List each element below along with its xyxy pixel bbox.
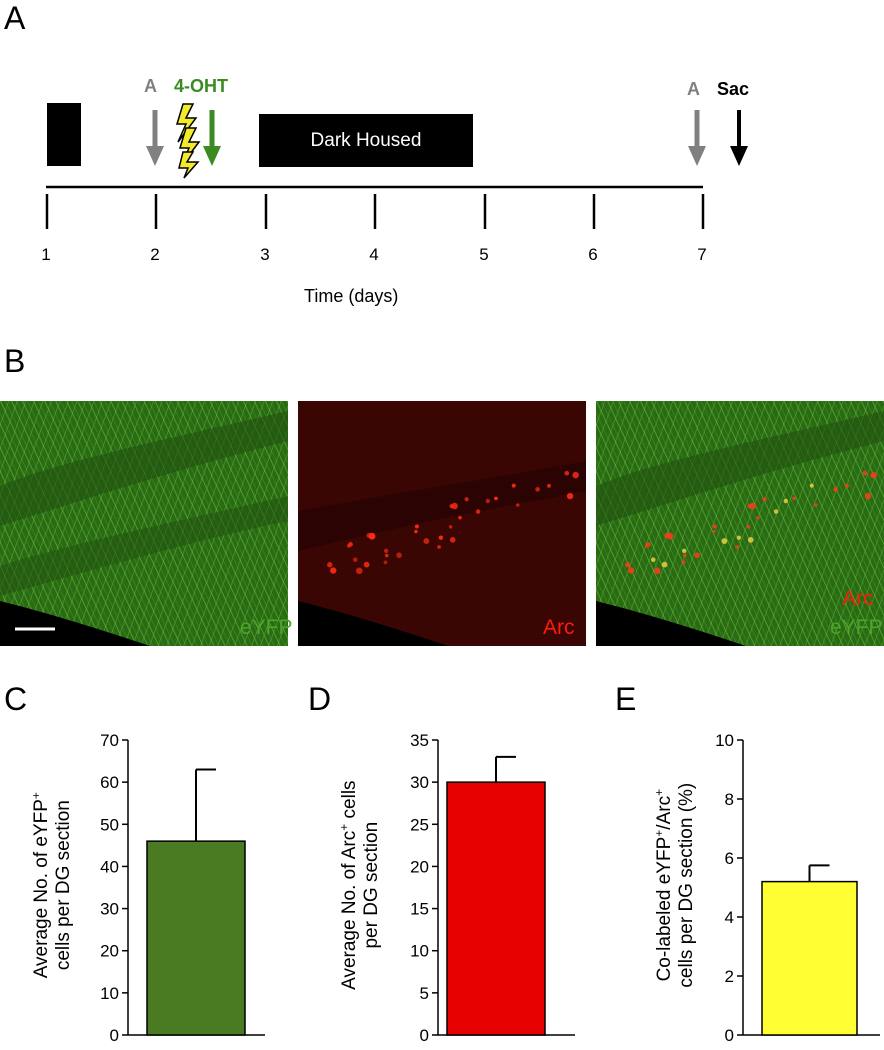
day-tick-label: 1 bbox=[41, 245, 51, 264]
y-tick-label: 35 bbox=[410, 731, 429, 750]
y-tick-label: 10 bbox=[410, 942, 429, 961]
y-tick-label: 70 bbox=[100, 731, 119, 750]
y-tick-label: 40 bbox=[100, 857, 119, 876]
chart-e-y-label: Co-labeled eYFP+/Arc+ cells per DG secti… bbox=[651, 782, 698, 988]
day-tick-label: 4 bbox=[369, 245, 379, 264]
y-tick-label: 8 bbox=[725, 790, 734, 809]
micrograph-merge bbox=[596, 401, 884, 646]
bar bbox=[446, 781, 546, 1036]
4-oht-arrow bbox=[203, 110, 221, 166]
y-tick-label: 4 bbox=[725, 908, 734, 927]
day-tick-label: 5 bbox=[479, 245, 489, 264]
dark-housed-label: Dark Housed bbox=[310, 129, 422, 151]
micrograph-arc bbox=[298, 401, 586, 646]
day-tick-label: 6 bbox=[588, 245, 598, 264]
y-tick-label: 2 bbox=[725, 967, 734, 986]
y-tick-label: 0 bbox=[420, 1026, 429, 1045]
panel-label-a: A bbox=[4, 0, 26, 36]
arc-channel-label: Arc bbox=[543, 616, 575, 639]
dark-housed-box bbox=[259, 114, 473, 167]
sac-label: Sac bbox=[717, 79, 750, 99]
exposure-a-label-2: A bbox=[687, 79, 700, 99]
bar bbox=[761, 880, 858, 1036]
bar bbox=[146, 840, 246, 1036]
chart-c-y-label: Average No. of eYFP+ cells per DG sectio… bbox=[28, 792, 75, 979]
y-tick-label: 30 bbox=[100, 900, 119, 919]
panel-label-d: D bbox=[308, 681, 332, 717]
y-tick-label: 10 bbox=[715, 731, 734, 750]
eyfp-channel-label: eYFP bbox=[240, 616, 293, 639]
exposure-a-arrow-1 bbox=[146, 110, 164, 166]
merge-eyfp-label: eYFP bbox=[830, 616, 883, 639]
panel-label-c: C bbox=[4, 681, 28, 717]
chart-d: 0 5 10 15 20 25 30 35 bbox=[410, 731, 575, 1045]
y-tick-label: 25 bbox=[410, 815, 429, 834]
panel-label-b: B bbox=[4, 343, 26, 379]
timeline-diagram bbox=[45, 103, 748, 229]
day-tick-label: 7 bbox=[697, 245, 707, 264]
day-tick-label: 2 bbox=[150, 245, 160, 264]
sac-arrow bbox=[730, 110, 748, 166]
y-tick-label: 60 bbox=[100, 773, 119, 792]
y-tick-label: 0 bbox=[110, 1026, 119, 1045]
chart-c: 0 10 20 30 40 50 60 70 bbox=[100, 731, 265, 1045]
4-oht-label: 4-OHT bbox=[174, 76, 228, 96]
y-tick-label: 20 bbox=[410, 857, 429, 876]
day-tick-label: 3 bbox=[260, 245, 270, 264]
exposure-a-arrow-2 bbox=[688, 110, 706, 166]
habituation-block bbox=[47, 103, 81, 166]
y-tick-label: 6 bbox=[725, 849, 734, 868]
y-tick-label: 10 bbox=[100, 984, 119, 1003]
chart-e: 0 2 4 6 8 10 bbox=[715, 731, 880, 1045]
y-tick-label: 30 bbox=[410, 773, 429, 792]
lightning-bolt-icon bbox=[175, 103, 201, 179]
y-tick-label: 20 bbox=[100, 942, 119, 961]
y-tick-label: 50 bbox=[100, 815, 119, 834]
y-tick-label: 0 bbox=[725, 1026, 734, 1045]
y-tick-label: 5 bbox=[420, 984, 429, 1003]
micrograph-eyfp bbox=[0, 401, 288, 646]
timeline-x-label: Time (days) bbox=[304, 286, 399, 306]
panel-label-e: E bbox=[615, 681, 637, 717]
merge-arc-label: Arc bbox=[842, 587, 874, 610]
timeline-ticks bbox=[45, 194, 705, 229]
exposure-a-label-1: A bbox=[144, 76, 157, 96]
chart-d-y-label: Average No. of Arc+ cells per DG section bbox=[336, 780, 383, 990]
y-tick-label: 15 bbox=[410, 900, 429, 919]
